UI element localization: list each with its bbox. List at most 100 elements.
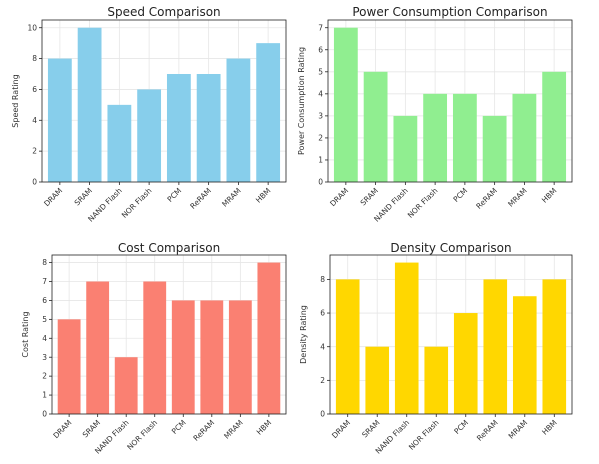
x-tick-label: NOR Flash	[125, 418, 159, 452]
y-tick-label: 6	[318, 45, 323, 54]
y-tick-label: 7	[42, 277, 47, 286]
x-tick-label: SRAM	[81, 418, 102, 439]
x-tick-label: PCM	[170, 418, 188, 436]
y-tick-label: 5	[42, 315, 47, 324]
y-tick-label: 3	[42, 353, 47, 362]
y-tick-label: 0	[42, 410, 47, 419]
y-tick-label: 2	[32, 147, 37, 156]
bar-reram	[200, 300, 224, 414]
x-tick-label: PCM	[165, 186, 183, 204]
chart-title: Speed Comparison	[107, 5, 220, 19]
bar-mram	[512, 93, 537, 182]
bar-nand-flash	[107, 104, 132, 182]
y-tick-label: 2	[42, 372, 47, 381]
y-tick-label: 6	[42, 296, 47, 305]
x-tick-label: ReRAM	[188, 186, 213, 211]
y-tick-label: 1	[318, 156, 323, 165]
y-tick-label: 6	[320, 309, 325, 318]
plot-frame	[41, 19, 287, 183]
y-tick-label: 0	[320, 410, 325, 419]
plot-frame	[329, 254, 573, 415]
x-tick-label: DRAM	[328, 186, 350, 208]
bar-sram	[363, 71, 388, 182]
x-tick-label: HBM	[255, 418, 274, 437]
y-tick-label: 10	[27, 23, 37, 32]
x-tick-label: DRAM	[51, 418, 73, 440]
bar-nand-flash	[393, 115, 418, 182]
bar-pcm	[171, 300, 195, 414]
y-axis-label: Speed Rating	[11, 74, 20, 127]
plot-frame	[327, 19, 573, 183]
x-tick-label: ReRAM	[475, 418, 500, 443]
y-tick-label: 4	[42, 334, 47, 343]
bar-mram	[226, 58, 251, 183]
bar-dram	[335, 279, 360, 414]
x-tick-label: MRAM	[506, 186, 529, 209]
bar-hbm	[542, 71, 567, 182]
bar-hbm	[257, 262, 281, 414]
bar-nor-flash	[137, 89, 162, 182]
y-tick-label: 0	[318, 178, 323, 187]
y-tick-label: 4	[318, 89, 323, 98]
y-axis-label: Power Consumption Rating	[297, 47, 306, 155]
bar-reram	[196, 74, 221, 182]
x-tick-label: HBM	[540, 186, 559, 205]
bar-pcm	[453, 313, 478, 414]
chart-title: Power Consumption Comparison	[352, 5, 547, 19]
y-tick-label: 8	[32, 54, 37, 63]
y-tick-label: 6	[32, 85, 37, 94]
x-tick-label: MRAM	[222, 418, 245, 441]
x-tick-label: PCM	[452, 418, 470, 436]
y-tick-label: 1	[42, 391, 47, 400]
x-tick-label: DRAM	[42, 186, 64, 208]
bar-nor-flash	[424, 346, 449, 414]
bar-mram	[228, 300, 252, 414]
y-tick-label: 8	[42, 258, 47, 267]
chart-title: Cost Comparison	[118, 241, 220, 255]
bar-dram	[47, 58, 72, 183]
bar-sram	[77, 27, 102, 183]
x-tick-label: SRAM	[359, 186, 380, 207]
y-tick-label: 2	[320, 376, 325, 385]
x-tick-label: ReRAM	[474, 186, 499, 211]
bar-mram	[512, 296, 537, 414]
y-tick-label: 8	[320, 275, 325, 284]
bar-hbm	[542, 279, 567, 414]
x-tick-label: MRAM	[507, 418, 530, 441]
bar-sram	[365, 346, 390, 414]
y-axis-label: Density Rating	[299, 305, 308, 364]
bar-pcm	[166, 74, 191, 182]
bar-nor-flash	[143, 281, 167, 414]
x-tick-label: ReRAM	[191, 418, 216, 443]
bar-dram	[333, 27, 358, 183]
bar-pcm	[452, 93, 477, 182]
bar-nand-flash	[394, 262, 419, 414]
y-tick-label: 2	[318, 134, 323, 143]
y-tick-label: 4	[32, 116, 37, 125]
y-tick-label: 0	[32, 178, 37, 187]
bar-reram	[483, 279, 508, 414]
chart-title: Density Comparison	[390, 241, 511, 255]
y-tick-label: 4	[320, 342, 325, 351]
y-tick-label: 5	[318, 67, 323, 76]
bar-hbm	[256, 43, 281, 183]
bar-reram	[482, 115, 507, 182]
bar-sram	[86, 281, 110, 414]
y-tick-label: 7	[318, 23, 323, 32]
x-tick-label: NOR Flash	[407, 418, 441, 452]
x-tick-label: MRAM	[220, 186, 243, 209]
x-tick-label: HBM	[540, 418, 559, 437]
x-tick-label: PCM	[451, 186, 469, 204]
bar-nand-flash	[114, 357, 138, 414]
x-tick-label: SRAM	[360, 418, 381, 439]
y-axis-label: Cost Rating	[21, 311, 30, 357]
bar-nor-flash	[423, 93, 448, 182]
y-tick-label: 3	[318, 111, 323, 120]
x-tick-label: SRAM	[73, 186, 94, 207]
